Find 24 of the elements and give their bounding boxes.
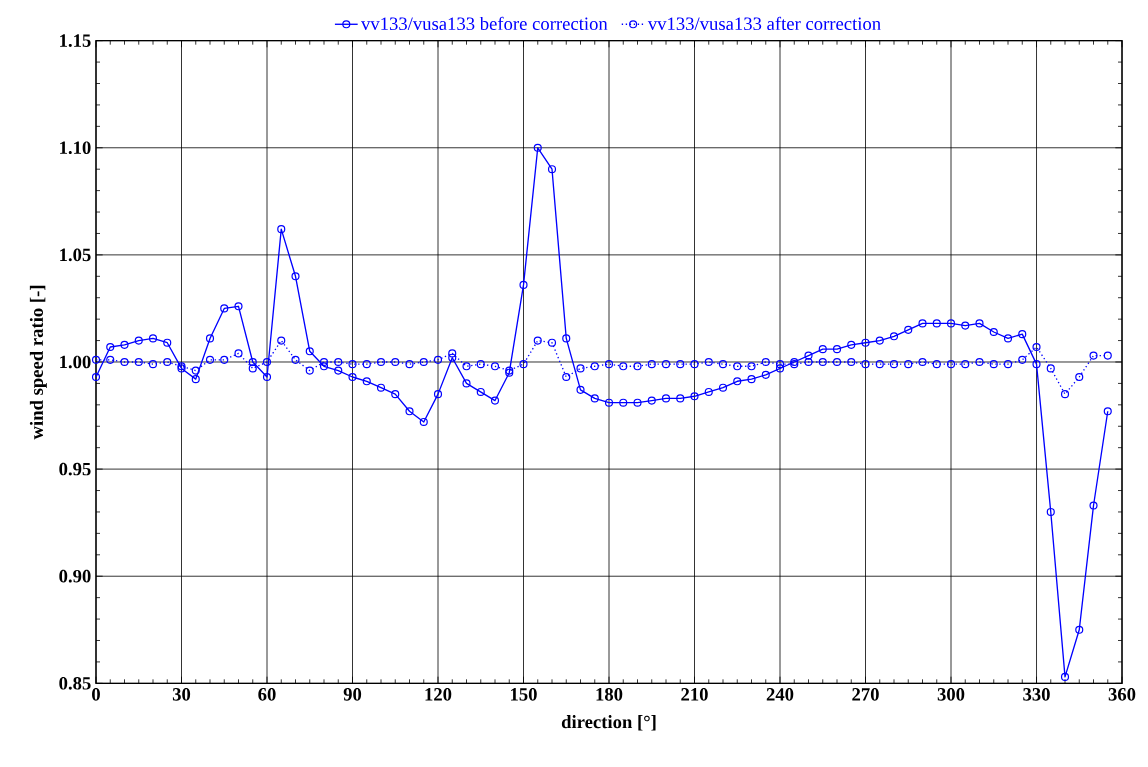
x-tick-label: 90 <box>343 688 362 701</box>
y-tick-label: 0.95 <box>59 462 91 476</box>
y-tick-label: 1.05 <box>60 248 91 262</box>
legend-label: vv133/vusa133 before correction <box>361 16 608 31</box>
y-tick-label: 1.10 <box>60 141 91 155</box>
x-tick-label: 30 <box>172 688 191 701</box>
x-tick-label: 150 <box>511 688 537 701</box>
x-tick-label: 210 <box>681 688 708 701</box>
x-tick-label: 120 <box>425 688 452 701</box>
x-tick-label: 180 <box>596 688 623 701</box>
y-tick-label: 1.00 <box>60 355 91 369</box>
y-tick-label: 0.85 <box>59 676 91 690</box>
x-tick-label: 0 <box>92 688 100 701</box>
y-axis-title: wind speed ratio [-] <box>29 285 47 440</box>
x-tick-label: 330 <box>1023 688 1050 701</box>
x-tick-label: 300 <box>937 688 965 701</box>
y-tick-label: 1.15 <box>60 34 91 47</box>
x-tick-label: 360 <box>1108 688 1136 701</box>
x-tick-label: 270 <box>852 688 879 701</box>
legend-label: vv133/vusa133 after correction <box>647 16 881 31</box>
x-axis-title: direction [°] <box>561 715 656 731</box>
y-tick-label: 0.90 <box>59 569 91 583</box>
x-tick-label: 60 <box>258 688 276 701</box>
x-tick-label: 240 <box>766 688 794 701</box>
